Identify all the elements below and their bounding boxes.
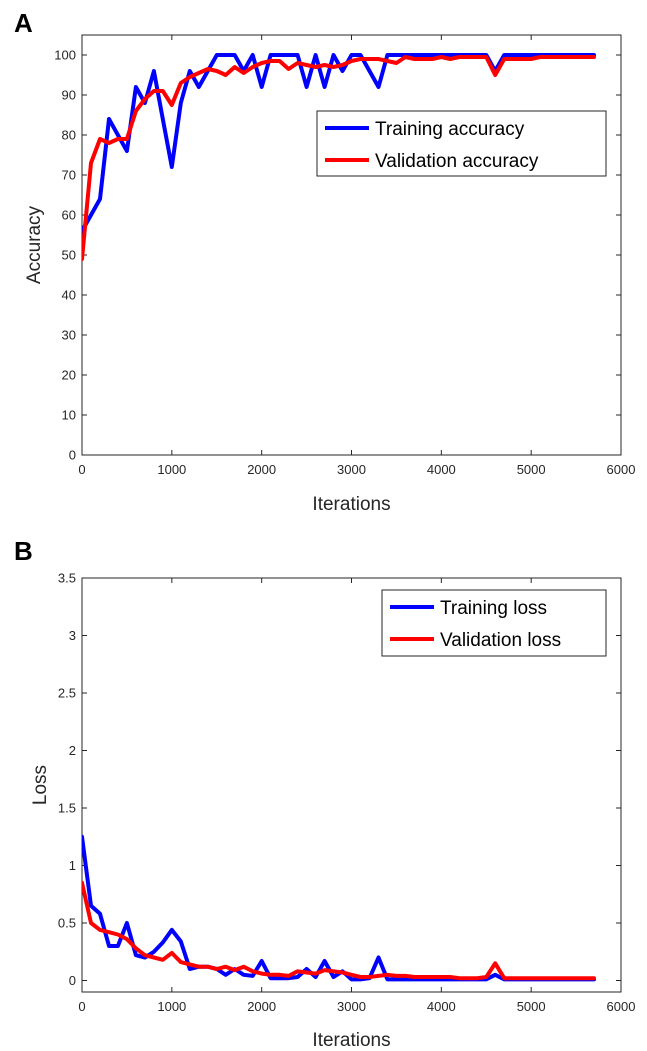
y-axis-label: Loss bbox=[30, 765, 51, 805]
y-tick-label: 10 bbox=[62, 408, 76, 423]
legend-label: Training accuracy bbox=[375, 119, 525, 140]
legend: Training accuracy Validation accuracy bbox=[316, 110, 607, 177]
y-tick-label: 2.5 bbox=[58, 686, 76, 701]
panel-letter: A bbox=[14, 8, 33, 38]
legend-box bbox=[316, 110, 607, 177]
y-tick-label: 0.5 bbox=[58, 916, 76, 931]
x-tick-label: 3000 bbox=[337, 999, 366, 1014]
series-line-validation-accuracy bbox=[82, 55, 596, 261]
y-tick-label: 90 bbox=[62, 88, 76, 103]
x-tick-label: 4000 bbox=[427, 999, 456, 1014]
legend-box bbox=[381, 589, 607, 657]
x-tick-label: 5000 bbox=[517, 999, 546, 1014]
y-tick-label: 20 bbox=[62, 368, 76, 383]
y-tick-label: 2 bbox=[69, 743, 76, 758]
x-axis-label: Iterations bbox=[312, 494, 390, 515]
y-tick-label: 50 bbox=[62, 248, 76, 263]
x-tick-label: 6000 bbox=[607, 999, 636, 1014]
x-axis-label: Iterations bbox=[312, 1030, 390, 1051]
y-tick-label: 80 bbox=[62, 128, 76, 143]
legend: Training loss Validation loss bbox=[381, 589, 607, 657]
y-tick-label: 70 bbox=[62, 168, 76, 183]
legend-label: Validation loss bbox=[440, 630, 561, 651]
y-tick-label: 3 bbox=[69, 628, 76, 643]
y-tick-label: 60 bbox=[62, 208, 76, 223]
y-tick-label: 0 bbox=[69, 448, 76, 463]
y-tick-label: 1.5 bbox=[58, 801, 76, 816]
x-tick-label: 2000 bbox=[247, 999, 276, 1014]
x-tick-label: 0 bbox=[78, 462, 85, 477]
legend-label: Training loss bbox=[440, 598, 547, 619]
x-tick-label: 3000 bbox=[337, 462, 366, 477]
plot-area bbox=[81, 34, 622, 456]
x-tick-label: 1000 bbox=[157, 462, 186, 477]
y-tick-label: 3.5 bbox=[58, 571, 76, 586]
x-tick-label: 5000 bbox=[517, 462, 546, 477]
x-tick-label: 0 bbox=[78, 999, 85, 1014]
y-tick-label: 100 bbox=[54, 48, 76, 63]
series-line-validation-loss bbox=[82, 880, 596, 981]
chart-panel-b: B 0 1000 2000 3000 4000 5000 6000 0 0.5 1 1.5 2 2.5 3 3… bbox=[14, 536, 635, 1051]
panel-letter: B bbox=[14, 536, 33, 566]
x-tick-label: 2000 bbox=[247, 462, 276, 477]
x-tick-label: 6000 bbox=[607, 462, 636, 477]
y-tick-label: 40 bbox=[62, 288, 76, 303]
y-tick-label: 30 bbox=[62, 328, 76, 343]
series-line-training-accuracy bbox=[82, 53, 596, 233]
x-tick-label: 4000 bbox=[427, 462, 456, 477]
y-tick-label: 1 bbox=[69, 858, 76, 873]
legend-label: Validation accuracy bbox=[375, 151, 539, 172]
x-tick-label: 1000 bbox=[157, 999, 186, 1014]
y-axis-label: Accuracy bbox=[24, 205, 45, 284]
y-tick-label: 0 bbox=[69, 973, 76, 988]
chart-panel-a: A 0 1000 2000 3000 4000 5000 6000 0 10 20 30 40 50 60 7… bbox=[14, 8, 635, 515]
